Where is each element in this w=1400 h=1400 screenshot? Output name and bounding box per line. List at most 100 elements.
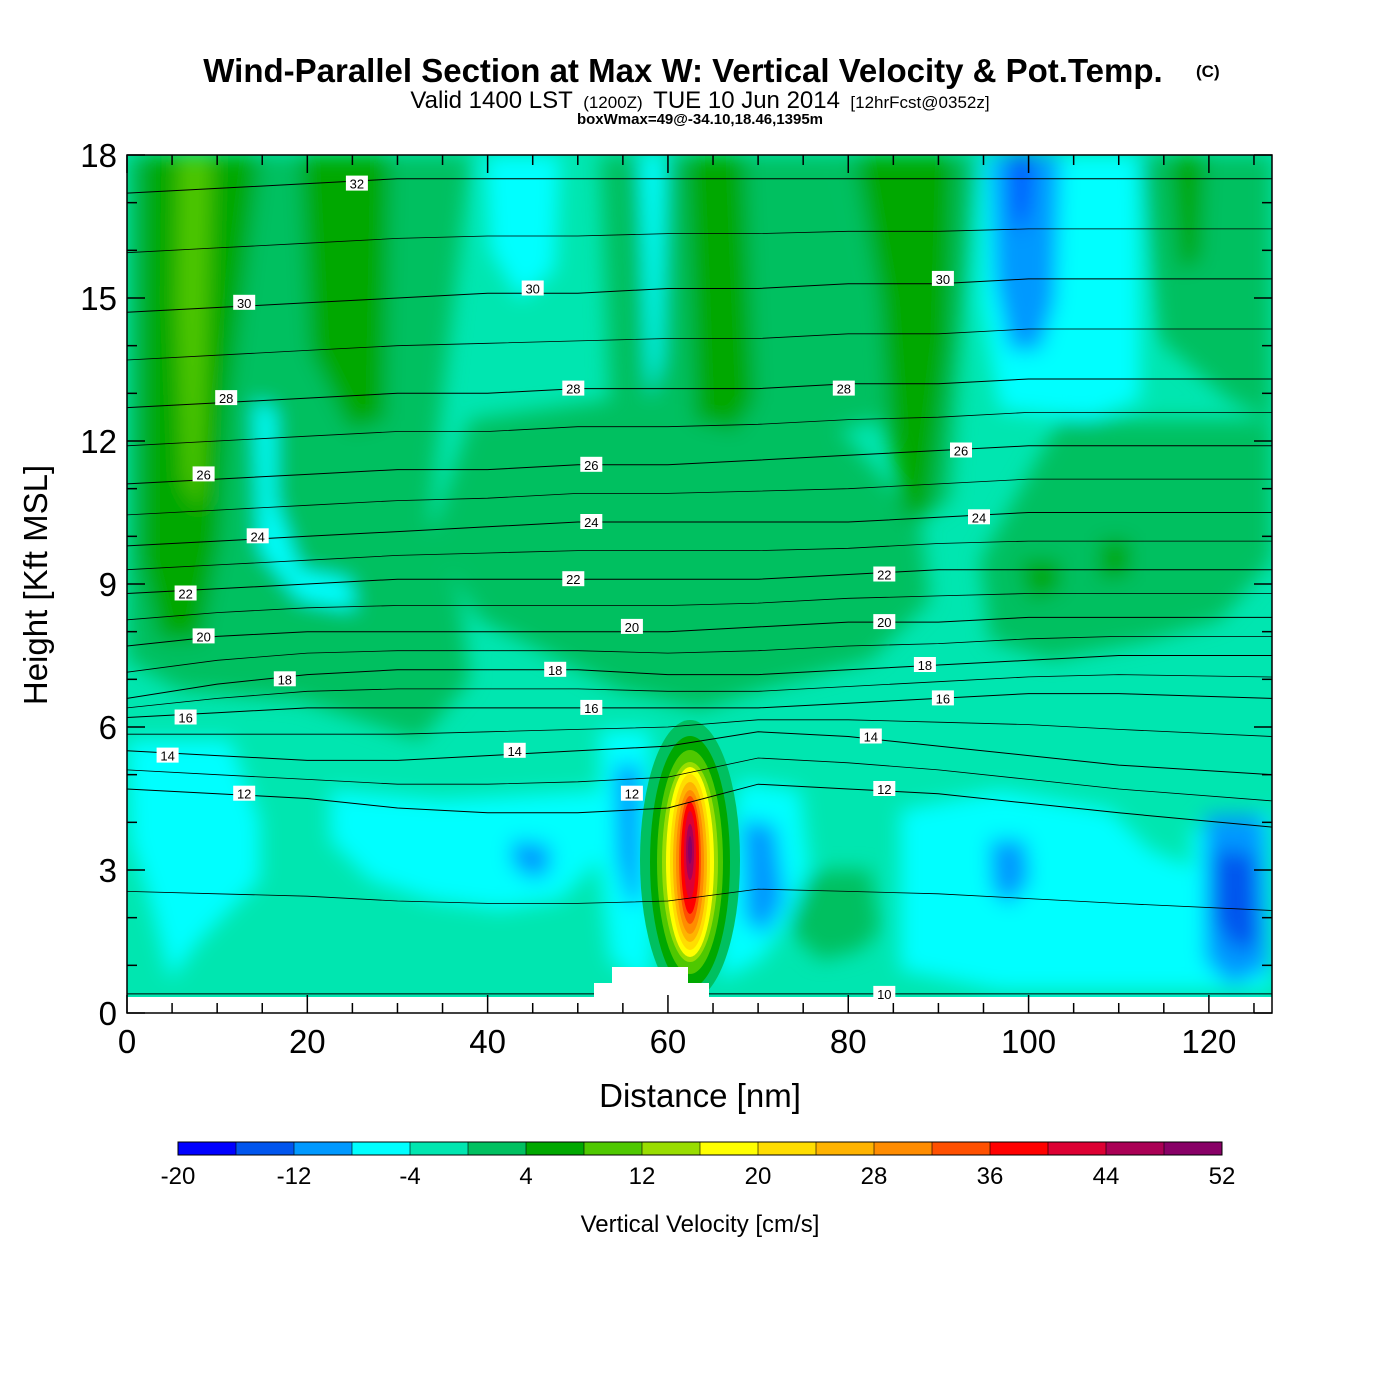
theta-line-20	[127, 616, 1272, 647]
theta-line-odd	[127, 757, 1272, 802]
colorbar-swatch	[178, 1142, 237, 1155]
contour-label: 22	[562, 571, 585, 587]
box-wmax-info: boxWmax=49@-34.10,18.46,1395m	[577, 111, 823, 128]
velocity-field	[127, 155, 1272, 990]
contour-label: 16	[931, 690, 954, 706]
colorbar-swatch	[236, 1142, 295, 1155]
contour-label: 24	[580, 514, 603, 530]
colorbar-swatch	[642, 1142, 701, 1155]
contour-label-box	[246, 528, 269, 544]
x-tick-label: 0	[118, 1023, 136, 1060]
field-cyan-lower-right	[900, 790, 1230, 990]
colorbar-swatch	[410, 1142, 469, 1155]
y-tick-label: 0	[99, 995, 117, 1032]
contour-label-box	[233, 294, 256, 310]
contour-label-text: 22	[178, 587, 192, 602]
theta-line-odd	[127, 636, 1272, 673]
theta-line-12	[127, 783, 1272, 828]
contour-label-box	[174, 709, 197, 725]
y-axis-label: Height [Kft MSL]	[17, 465, 54, 705]
plot-area: 32 30 30 30 28 28 28 26 26 26 24 24 24 22 22 22 20 20 20 18…	[127, 155, 1272, 1013]
theta-line-26	[127, 445, 1272, 485]
contour-label-box	[345, 175, 368, 191]
contour-label-box	[273, 671, 296, 687]
contour-label-box	[156, 747, 179, 763]
colorbar-swatch	[1048, 1142, 1107, 1155]
colorbar-swatch	[990, 1142, 1049, 1155]
contour-label: 12	[873, 781, 896, 797]
contour-label: 22	[174, 585, 197, 602]
contour-label-box	[562, 380, 585, 396]
contour-label: 18	[273, 671, 296, 687]
contour-label-text: 12	[625, 787, 639, 802]
valid-date: TUE 10 Jun 2014	[653, 87, 840, 114]
contour-label: 24	[968, 509, 990, 525]
contour-label-box	[580, 514, 603, 529]
contour-label-text: 14	[507, 744, 521, 759]
contour-label-text: 12	[877, 782, 891, 797]
colorbar-tick-label: -20	[161, 1163, 196, 1190]
contour-label: 30	[233, 294, 256, 311]
contour-label: 14	[859, 728, 882, 745]
theta-line-odd	[127, 593, 1272, 621]
colorbar-tick-label: 28	[861, 1163, 888, 1190]
contour-label: 18	[544, 661, 567, 678]
contour-label-box	[620, 618, 643, 634]
contour-label-box	[544, 661, 567, 677]
theta-line-odd	[127, 674, 1272, 709]
contour-label-box	[503, 742, 526, 758]
chart-title: Wind-Parallel Section at Max W: Vertical…	[203, 52, 1162, 89]
contour-label-text: 16	[584, 701, 598, 716]
colorbar: -20 -12 -4 4 12 20 28 36 44 52	[161, 1141, 1235, 1190]
colorbar-swatch	[700, 1142, 759, 1155]
theta-line-30	[127, 278, 1272, 313]
contour-label-box	[562, 571, 585, 587]
x-tick-label: 120	[1181, 1023, 1236, 1060]
contour-label-box	[174, 585, 197, 601]
updraft-core	[640, 720, 740, 1000]
colorbar-swatch	[1164, 1142, 1223, 1155]
contour-label-text: 14	[864, 730, 878, 745]
theta-contour-labels: 32 30 30 30 28 28 28 26 26 26 24 24 24 22 22 22 20 20 20 18…	[156, 175, 990, 1002]
colorbar-swatch	[758, 1142, 817, 1155]
contour-label-text: 10	[877, 987, 891, 1002]
contour-label-box	[620, 785, 643, 801]
theta-line-odd	[127, 478, 1272, 516]
contour-label-text: 18	[548, 663, 562, 678]
field-cyan-lower-left	[127, 740, 260, 980]
contour-label: 10	[873, 985, 896, 1002]
field-dkgreen-upper	[300, 155, 390, 430]
x-tick-label: 80	[830, 1023, 867, 1060]
contour-label-text: 20	[196, 629, 210, 644]
theta-line-odd	[127, 888, 1272, 911]
field-cyan-left-strip	[255, 400, 355, 610]
contour-label-text: 24	[972, 510, 986, 525]
contour-label: 30	[521, 280, 544, 297]
colorbar-tick-label: -4	[399, 1163, 420, 1190]
theta-line-odd	[127, 719, 1272, 737]
theta-line-18	[127, 655, 1272, 699]
contour-label-text: 16	[178, 711, 192, 726]
contour-label: 28	[215, 390, 238, 406]
field-dkgreen-right-strip	[1170, 155, 1205, 270]
field-dkgreen-mid	[685, 155, 755, 430]
contour-label-text: 18	[278, 672, 292, 687]
contour-label: 26	[580, 456, 603, 473]
contour-label-text: 20	[625, 620, 639, 635]
field-dkgreen-spot2	[1100, 540, 1130, 580]
colorbar-swatch	[526, 1142, 585, 1155]
theta-line-24	[127, 512, 1272, 547]
contour-label: 16	[580, 699, 603, 716]
x-tick-label: 20	[289, 1023, 326, 1060]
contour-label: 16	[174, 709, 197, 726]
field-cyan-lower-mid	[330, 790, 600, 910]
axis-ticks	[126, 154, 1272, 1014]
contour-label-box	[931, 690, 954, 706]
theta-line-14	[127, 731, 1272, 776]
field-blue-right-ridge	[742, 820, 785, 935]
field-dkblue-upper	[1015, 155, 1030, 235]
contour-label: 12	[233, 785, 256, 802]
contour-label-text: 14	[160, 749, 174, 764]
valid-prefix: Valid 1400 LST	[410, 87, 573, 114]
